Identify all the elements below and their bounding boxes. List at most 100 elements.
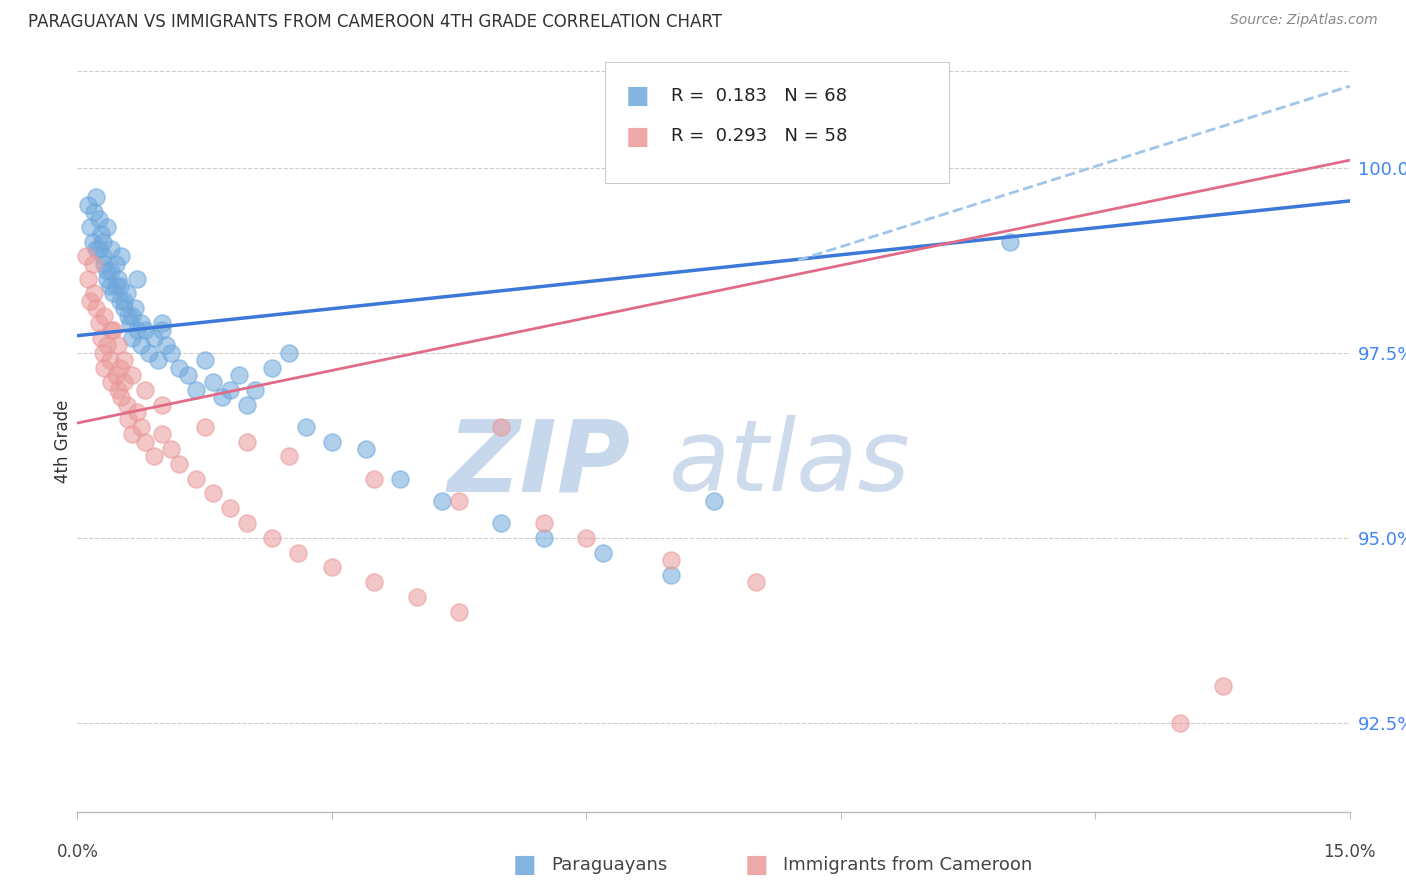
Point [96,338,118,352]
Point [125,405,148,419]
Point [79,219,101,234]
Point [134,383,156,397]
Point [100,324,122,338]
Point [98,353,121,368]
Point [91,345,114,359]
Point [159,345,181,359]
Point [449,605,471,619]
Text: R =  0.293   N = 58: R = 0.293 N = 58 [671,128,846,145]
Point [90,331,112,345]
Text: 0.0%: 0.0% [56,843,98,861]
Point [101,286,124,301]
Point [202,376,225,390]
Point [150,398,173,412]
Point [121,331,143,345]
Y-axis label: 4th Grade: 4th Grade [53,400,72,483]
Point [363,575,385,590]
Point [1212,679,1234,693]
Point [91,250,114,264]
Point [703,493,725,508]
Point [405,590,427,604]
Point [125,271,148,285]
Text: Paraguayans: Paraguayans [551,856,668,874]
Point [101,324,124,338]
Point [115,398,138,412]
Point [321,560,343,574]
Point [83,205,105,219]
Point [142,450,165,464]
Point [129,316,152,330]
Point [167,360,190,375]
Point [84,242,107,256]
Point [98,279,121,293]
Point [93,360,115,375]
Point [167,457,190,471]
Point [449,493,471,508]
Point [184,472,207,486]
Point [84,190,107,204]
Point [112,376,135,390]
Point [202,486,225,500]
Point [184,383,207,397]
Point [107,271,129,285]
Point [117,309,139,323]
Text: ■: ■ [626,85,650,108]
Text: PARAGUAYAN VS IMMIGRANTS FROM CAMEROON 4TH GRADE CORRELATION CHART: PARAGUAYAN VS IMMIGRANTS FROM CAMEROON 4… [28,13,723,31]
Point [104,279,127,293]
Point [112,301,135,316]
Point [108,279,131,293]
Point [236,398,259,412]
Point [262,360,284,375]
Point [96,219,118,234]
Point [194,419,217,434]
Point [155,338,177,352]
Point [575,531,598,545]
Point [228,368,250,382]
Text: Immigrants from Cameroon: Immigrants from Cameroon [783,856,1032,874]
Point [96,271,118,285]
Point [82,257,104,271]
Point [176,368,198,382]
Point [592,546,614,560]
Point [79,293,101,308]
Point [125,324,148,338]
Point [108,293,131,308]
Point [87,316,110,330]
Point [363,472,385,486]
Point [93,257,115,271]
Point [1000,235,1022,249]
Text: Source: ZipAtlas.com: Source: ZipAtlas.com [1230,13,1378,28]
Point [77,271,100,285]
Point [134,324,156,338]
Point [112,353,135,368]
Point [121,427,143,442]
Point [91,235,114,249]
Point [87,242,110,256]
Text: ■: ■ [745,854,769,877]
Point [110,250,132,264]
Point [211,390,233,404]
Point [87,212,110,227]
Point [533,531,555,545]
Point [745,575,768,590]
Point [100,376,122,390]
Text: R =  0.183   N = 68: R = 0.183 N = 68 [671,87,846,105]
Point [219,383,242,397]
Point [84,301,107,316]
Point [138,345,160,359]
Text: 15.0%: 15.0% [1323,843,1376,861]
Point [121,368,143,382]
Point [321,434,343,449]
Point [491,419,513,434]
Point [354,442,377,456]
Point [150,316,173,330]
Point [146,353,169,368]
Point [107,383,129,397]
Point [121,309,143,323]
Point [194,353,217,368]
Point [76,197,98,211]
Point [110,390,132,404]
Point [83,286,105,301]
Point [236,434,259,449]
Point [1168,715,1191,730]
